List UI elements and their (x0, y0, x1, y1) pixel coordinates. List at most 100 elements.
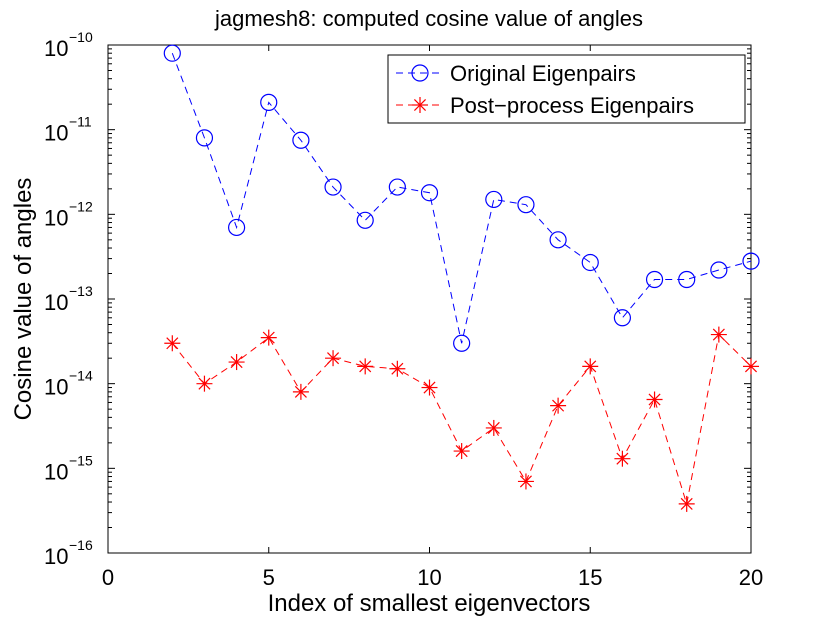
plot-frame (107, 44, 752, 554)
y-tick-exponent: −10 (69, 29, 93, 45)
plot-area (107, 44, 752, 554)
y-tick-label: 10 −13 (44, 283, 93, 315)
y-axis-label: Cosine value of angles (10, 178, 37, 421)
asterisk-stroke (487, 421, 500, 434)
asterisk-stroke (423, 381, 436, 394)
y-tick-base: 10 (44, 375, 68, 400)
x-tick-label: 5 (263, 565, 275, 590)
data-point-series-1 (195, 129, 214, 147)
y-tick-label: 10 −14 (44, 368, 93, 400)
data-point-series-1 (645, 270, 664, 289)
data-point-series-2 (421, 379, 438, 396)
asterisk-stroke (262, 331, 275, 344)
data-point-series-1 (356, 211, 374, 229)
chart-title: jagmesh8: computed cosine value of angle… (214, 6, 643, 31)
x-tick-label: 20 (739, 565, 763, 590)
asterisk-stroke (413, 98, 427, 112)
x-tick-label: 0 (102, 565, 114, 590)
y-tick-exponent: −14 (69, 368, 93, 384)
asterisk-stroke (552, 399, 565, 412)
data-point-series-2 (164, 335, 181, 352)
data-point-series-1 (710, 261, 728, 279)
y-tick-exponent: −11 (69, 114, 92, 130)
y-tick-label: 10 −16 (44, 537, 93, 569)
y-tick-label: 10 −11 (44, 114, 92, 146)
y-tick-label: 10 −10 (44, 29, 93, 61)
data-point-series-2 (485, 419, 502, 436)
data-point-series-2 (325, 350, 342, 367)
data-point-series-2 (550, 397, 567, 414)
legend-marker-1 (411, 64, 429, 82)
legend-label-2: Post−process Eigenpairs (450, 93, 694, 118)
data-point-series-1 (453, 334, 471, 352)
y-tick-exponent: −13 (69, 283, 93, 299)
asterisk-stroke (391, 362, 404, 375)
series-line-1 (171, 53, 752, 344)
data-point-series-1 (163, 44, 181, 62)
y-tick-exponent: −15 (69, 452, 93, 468)
data-point-series-1 (388, 178, 406, 196)
data-point-series-1 (613, 309, 632, 327)
series-layer (163, 44, 760, 512)
y-tick-base: 10 (44, 121, 68, 146)
data-point-series-1 (549, 231, 567, 249)
y-tick-exponent: −12 (69, 198, 93, 214)
asterisk-stroke (680, 497, 693, 510)
data-point-series-2 (260, 329, 277, 346)
asterisk-stroke (584, 360, 597, 373)
data-point-series-1 (517, 196, 535, 214)
data-point-series-2 (517, 473, 534, 490)
x-tick-label: 10 (417, 565, 441, 590)
asterisk-stroke (166, 337, 179, 350)
data-point-series-1 (228, 218, 246, 237)
asterisk-stroke (519, 475, 532, 488)
data-point-series-1 (485, 190, 503, 209)
asterisk-stroke (327, 352, 340, 365)
data-point-series-1 (324, 178, 342, 196)
asterisk-stroke (744, 360, 758, 373)
legend: Original Eigenpairs Post−process Eigenpai… (387, 54, 746, 124)
data-point-series-1 (581, 253, 599, 272)
data-point-series-2 (646, 391, 663, 408)
y-tick-base: 10 (44, 544, 68, 569)
legend-box (387, 54, 746, 124)
legend-marker-2 (412, 97, 428, 113)
asterisk-stroke (359, 360, 372, 373)
data-point-series-2 (614, 450, 631, 467)
y-tick-base: 10 (44, 290, 68, 315)
data-point-series-1 (260, 93, 278, 111)
data-point-series-2 (228, 354, 245, 371)
asterisk-stroke (230, 356, 243, 369)
data-point-series-2 (292, 383, 309, 400)
data-point-series-2 (453, 443, 470, 460)
asterisk-stroke (712, 328, 725, 341)
y-tick-exponent: −16 (69, 537, 93, 553)
data-point-series-2 (678, 495, 695, 512)
y-tick-base: 10 (44, 36, 68, 61)
asterisk-stroke (455, 445, 468, 458)
asterisk-stroke (198, 377, 211, 390)
data-point-series-2 (743, 358, 759, 375)
data-point-series-1 (420, 184, 439, 202)
data-point-series-2 (389, 360, 406, 377)
data-point-series-1 (292, 131, 310, 149)
y-tick-base: 10 (44, 459, 68, 484)
x-axis-label: Index of smallest eigenvectors (268, 590, 591, 617)
y-tick-base: 10 (44, 205, 68, 230)
y-tick-label: 10 −15 (44, 452, 93, 484)
data-point-series-1 (742, 252, 760, 270)
data-point-series-2 (582, 358, 599, 375)
data-point-series-1 (678, 270, 696, 289)
x-tick-labels: 0 5 10 15 20 (102, 565, 763, 590)
legend-label-1: Original Eigenpairs (450, 61, 636, 86)
data-point-series-2 (196, 375, 213, 392)
data-point-series-2 (357, 358, 374, 375)
x-tick-label: 15 (578, 565, 602, 590)
data-point-series-2 (710, 326, 727, 343)
axis-ticks (107, 44, 752, 554)
asterisk-stroke (648, 393, 661, 406)
asterisk-stroke (616, 452, 629, 465)
asterisk-stroke (294, 385, 307, 398)
